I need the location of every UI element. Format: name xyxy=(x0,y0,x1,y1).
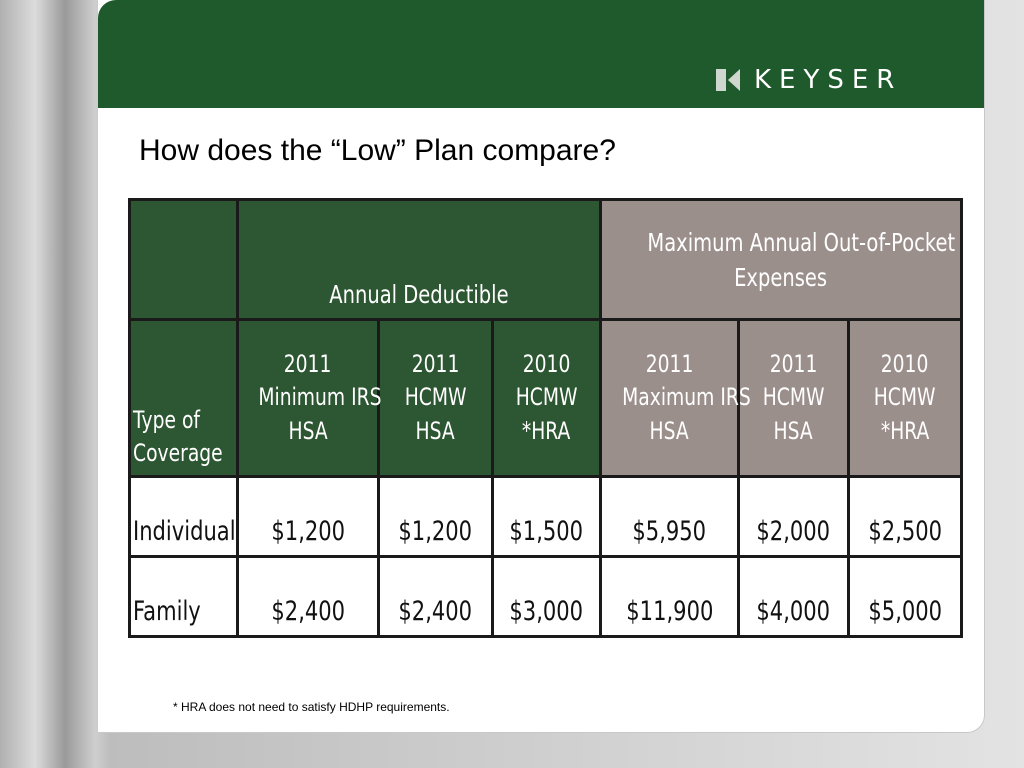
col-header-hcmw-hra-2010-oop: 2010 HCMW *HRA xyxy=(847,318,964,478)
table-row-individual: Individual $1,200 $1,200 $1,500 $5,950 $… xyxy=(128,475,964,558)
oop-group-label-line2: Expenses xyxy=(734,262,828,292)
oop-group-label-line1: Maximum Annual Out-of-Pocket xyxy=(647,227,956,257)
table-cell: $5,950 xyxy=(599,475,741,558)
table-cell: $1,200 xyxy=(377,475,494,558)
deductible-group-header: Annual Deductible xyxy=(235,198,603,321)
col-header-type: *HRA xyxy=(522,416,571,445)
col-header-year: 2011 xyxy=(645,349,694,378)
col-header-year: 2010 xyxy=(522,349,571,378)
col-header-type: HSA xyxy=(649,416,690,445)
slide-title: How does the “Low” Plan compare? xyxy=(139,134,616,167)
corner-cell xyxy=(128,198,239,321)
col-header-plan: HCMW xyxy=(874,383,936,412)
coverage-type-header: Type of Coverage xyxy=(128,318,239,478)
slide: KEYSER How does the “Low” Plan compare? … xyxy=(98,0,985,733)
col-header-type: HSA xyxy=(415,416,456,445)
cell-value: $3,000 xyxy=(509,596,584,628)
col-header-plan: Minimum IRS xyxy=(258,383,382,412)
table-cell: $2,400 xyxy=(377,555,494,638)
keyser-logo: KEYSER xyxy=(716,64,902,96)
table-cell: $11,900 xyxy=(599,555,741,638)
col-header-type: HSA xyxy=(288,416,328,445)
table-cell: $2,500 xyxy=(847,475,964,558)
cell-value: $5,950 xyxy=(632,516,707,548)
cell-value: $1,200 xyxy=(271,516,345,548)
keyser-logo-icon xyxy=(716,69,740,91)
col-header-year: 2011 xyxy=(769,349,818,378)
row-label-individual: Individual xyxy=(128,475,239,558)
oop-group-header: Maximum Annual Out-of-Pocket Expenses xyxy=(599,198,964,321)
table-cell: $2,000 xyxy=(737,475,851,558)
row-label-text: Family xyxy=(133,596,201,628)
group-header-row: Annual Deductible Maximum Annual Out-of-… xyxy=(128,198,964,321)
footnote: * HRA does not need to satisfy HDHP requ… xyxy=(173,700,450,714)
col-header-year: 2011 xyxy=(284,349,332,378)
col-header-min-irs-hsa: 2011 Minimum IRS HSA xyxy=(236,318,382,478)
col-header-year: 2011 xyxy=(411,349,460,378)
table-cell: $4,000 xyxy=(737,555,851,638)
row-label-text: Individual xyxy=(133,516,236,548)
table-cell: $5,000 xyxy=(847,555,964,638)
cell-value: $2,500 xyxy=(868,516,942,548)
col-header-type: HSA xyxy=(773,416,814,445)
logo-text: KEYSER xyxy=(754,65,903,95)
table-cell: $1,500 xyxy=(490,475,603,558)
table-cell: $2,400 xyxy=(236,555,380,638)
cell-value: $4,000 xyxy=(756,596,831,628)
col-header-hcmw-hsa-2011-oop: 2011 HCMW HSA xyxy=(737,318,851,478)
cell-value: $11,900 xyxy=(625,596,714,628)
cell-value: $1,200 xyxy=(398,516,473,548)
col-header-max-irs-hsa: 2011 Maximum IRS HSA xyxy=(599,318,751,478)
comparison-table: Annual Deductible Maximum Annual Out-of-… xyxy=(128,198,964,638)
col-header-type: *HRA xyxy=(880,416,930,445)
table-cell: $1,200 xyxy=(236,475,380,558)
col-header-year: 2010 xyxy=(881,349,929,378)
coverage-header-line2: Coverage xyxy=(133,439,223,468)
header-bar: KEYSER xyxy=(98,0,984,108)
col-header-plan: Maximum IRS xyxy=(622,383,751,412)
cell-value: $5,000 xyxy=(868,596,942,628)
col-header-hcmw-hra-2010: 2010 HCMW *HRA xyxy=(490,318,603,478)
col-header-plan: HCMW xyxy=(515,383,578,412)
table-cell: $3,000 xyxy=(490,555,603,638)
cell-value: $2,400 xyxy=(398,596,473,628)
table-row-family: Family $2,400 $2,400 $3,000 $11,900 $4,0… xyxy=(128,555,964,638)
col-header-plan: HCMW xyxy=(404,383,467,412)
cell-value: $1,500 xyxy=(509,516,584,548)
cell-value: $2,400 xyxy=(271,596,345,628)
deductible-group-label: Annual Deductible xyxy=(329,280,509,309)
coverage-header-line1: Type of xyxy=(133,405,200,434)
col-header-hcmw-hsa-2011: 2011 HCMW HSA xyxy=(377,318,494,478)
column-header-row: Type of Coverage 2011 Minimum IRS HSA 20… xyxy=(128,318,964,478)
col-header-plan: HCMW xyxy=(762,383,825,412)
cell-value: $2,000 xyxy=(756,516,831,548)
row-label-family: Family xyxy=(128,555,239,638)
